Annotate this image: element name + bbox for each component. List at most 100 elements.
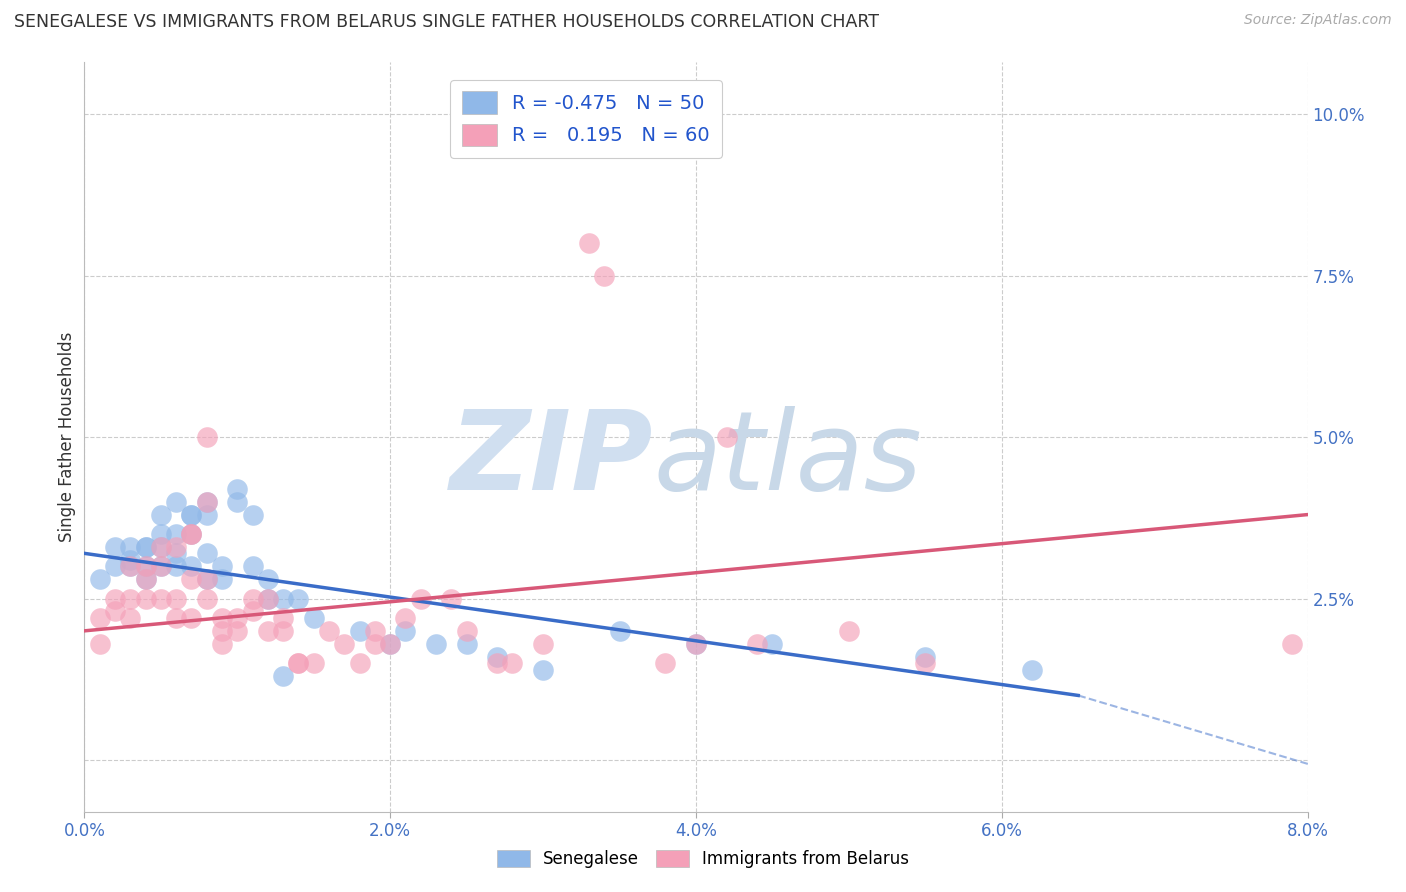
Point (149, 559, 172, 574)
Point (195, 508, 218, 522)
Point (195, 591, 218, 606)
Point (271, 611, 294, 625)
Point (257, 591, 280, 606)
Point (609, 624, 631, 638)
Point (226, 611, 249, 625)
Point (380, 637, 402, 651)
Point (302, 656, 325, 670)
Point (211, 637, 233, 651)
Point (425, 637, 447, 651)
Point (149, 540, 172, 554)
Point (1281, 637, 1303, 651)
Point (349, 656, 371, 670)
Point (180, 508, 202, 522)
Point (104, 591, 127, 606)
Point (120, 540, 142, 554)
Point (394, 624, 416, 638)
Point (456, 637, 478, 651)
Point (195, 494, 218, 508)
Point (135, 559, 157, 574)
Point (318, 624, 340, 638)
Point (333, 637, 356, 651)
Point (226, 624, 249, 638)
Point (257, 624, 280, 638)
Point (149, 508, 172, 522)
Point (89, 637, 111, 651)
Point (226, 482, 249, 496)
Point (180, 527, 202, 541)
Point (287, 656, 309, 670)
Point (349, 624, 371, 638)
Point (257, 572, 280, 586)
Point (531, 663, 554, 677)
Legend: Senegalese, Immigrants from Belarus: Senegalese, Immigrants from Belarus (489, 843, 917, 875)
Point (716, 430, 738, 444)
Point (195, 546, 218, 560)
Point (271, 591, 294, 606)
Point (593, 268, 616, 283)
Point (120, 611, 142, 625)
Point (257, 591, 280, 606)
Point (135, 540, 157, 554)
Text: Source: ZipAtlas.com: Source: ZipAtlas.com (1244, 13, 1392, 28)
Point (242, 605, 264, 619)
Point (380, 637, 402, 651)
Point (149, 540, 172, 554)
Point (135, 572, 157, 586)
Y-axis label: Single Father Households: Single Father Households (58, 332, 76, 542)
Point (578, 236, 600, 251)
Point (302, 611, 325, 625)
Point (502, 656, 524, 670)
Point (135, 591, 157, 606)
Point (135, 540, 157, 554)
Point (120, 591, 142, 606)
Point (165, 591, 187, 606)
Point (287, 591, 309, 606)
Point (120, 559, 142, 574)
Point (761, 637, 783, 651)
Point (211, 611, 233, 625)
Point (104, 605, 127, 619)
Point (180, 508, 202, 522)
Point (914, 656, 936, 670)
Point (914, 649, 936, 664)
Point (104, 540, 127, 554)
Point (180, 527, 202, 541)
Point (394, 611, 416, 625)
Point (195, 572, 218, 586)
Point (838, 624, 860, 638)
Legend: R = -0.475   N = 50, R =   0.195   N = 60: R = -0.475 N = 50, R = 0.195 N = 60 (450, 79, 721, 158)
Point (89, 611, 111, 625)
Text: ZIP: ZIP (450, 406, 654, 513)
Point (1021, 663, 1043, 677)
Point (242, 508, 264, 522)
Point (165, 546, 187, 560)
Point (364, 624, 387, 638)
Point (165, 494, 187, 508)
Point (211, 572, 233, 586)
Point (242, 559, 264, 574)
Point (149, 591, 172, 606)
Point (685, 637, 707, 651)
Point (654, 656, 676, 670)
Point (271, 669, 294, 683)
Point (456, 624, 478, 638)
Point (89, 572, 111, 586)
Point (409, 591, 432, 606)
Point (135, 572, 157, 586)
Point (104, 559, 127, 574)
Point (180, 572, 202, 586)
Point (165, 540, 187, 554)
Point (120, 553, 142, 567)
Point (195, 572, 218, 586)
Point (486, 656, 509, 670)
Point (531, 637, 554, 651)
Point (135, 559, 157, 574)
Point (180, 527, 202, 541)
Text: atlas: atlas (654, 406, 922, 513)
Point (242, 591, 264, 606)
Point (165, 559, 187, 574)
Point (211, 624, 233, 638)
Point (180, 611, 202, 625)
Point (195, 494, 218, 508)
